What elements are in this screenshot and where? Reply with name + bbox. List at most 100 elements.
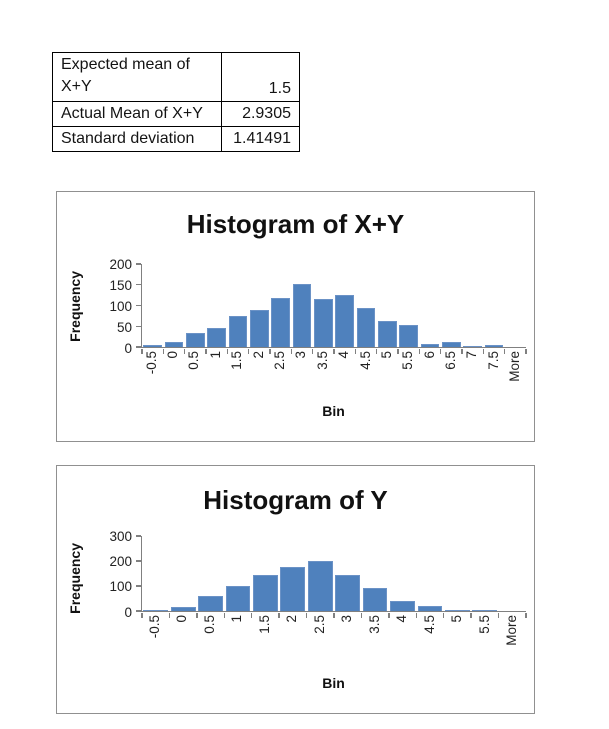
bar-slot	[505, 264, 526, 347]
bar-slot	[227, 264, 248, 347]
bar-slot	[483, 264, 504, 347]
x-axis-tick	[397, 348, 399, 354]
y-tick-label: 100	[109, 579, 132, 595]
x-axis-tick	[354, 348, 357, 354]
histogram-bar[interactable]	[472, 610, 498, 611]
bar-slot	[361, 536, 388, 611]
y-axis-tick	[135, 560, 141, 562]
x-axis-tick	[497, 612, 500, 618]
histogram-bar[interactable]	[143, 610, 169, 611]
bar-slot	[471, 536, 498, 611]
x-axis-labels: -0.5 0 0.5 1 1.5 2 2.5 3 3.5 4 4.5 5 5.5 More	[141, 615, 526, 667]
bar-slot	[185, 264, 206, 347]
x-tick-label: 3.5	[366, 615, 382, 634]
x-tick-label: 2	[284, 615, 300, 623]
x-axis-tick	[333, 612, 335, 618]
bar-slot	[355, 264, 376, 347]
x-axis-tick	[305, 612, 308, 618]
x-axis-tick	[269, 348, 271, 354]
stat-label-cell[interactable]: Actual Mean of X+Y	[52, 101, 222, 127]
bar-slot	[163, 264, 184, 347]
histogram-bar[interactable]	[390, 601, 415, 611]
y-axis-labels: 0 100 200 300	[57, 529, 132, 620]
histogram-bar[interactable]	[252, 575, 278, 611]
histogram-bar[interactable]	[280, 566, 306, 611]
bar-slot	[444, 536, 471, 611]
stat-label-cell[interactable]: Expected mean of X+Y	[52, 52, 222, 102]
x-tick-label: 1	[207, 351, 223, 359]
x-axis-tick	[461, 348, 463, 354]
histogram-bar[interactable]	[335, 294, 354, 347]
histogram-bar[interactable]	[356, 308, 376, 347]
x-tick-label: 7.5	[485, 351, 501, 370]
histogram-bar[interactable]	[185, 333, 205, 347]
x-tick-label: 6.5	[443, 351, 459, 370]
x-tick-label: 2.5	[311, 615, 327, 634]
histogram-bar[interactable]	[292, 283, 312, 347]
bar-slot	[224, 536, 251, 611]
chart-title: Histogram of Y	[203, 485, 388, 515]
stat-value-cell[interactable]: 1.41491	[221, 126, 300, 152]
bar-slot	[334, 264, 355, 347]
x-tick-label: -0.5	[146, 615, 162, 639]
x-tick-label: 0	[165, 351, 180, 359]
x-axis-tick	[196, 612, 198, 618]
x-axis-tick	[439, 348, 442, 354]
x-tick-label: 5.5	[476, 615, 492, 634]
x-tick-label: 3	[339, 615, 355, 623]
bar-slot	[291, 264, 312, 347]
histogram-bar[interactable]	[444, 609, 470, 611]
histogram-bar[interactable]	[170, 607, 196, 611]
stat-label-cell[interactable]: Standard deviation	[52, 126, 222, 152]
y-axis-tick	[135, 325, 141, 327]
histogram-bar[interactable]	[143, 344, 163, 347]
bar-slot	[169, 536, 196, 611]
y-tick-label: 200	[109, 553, 132, 569]
plot-area	[135, 535, 527, 618]
histogram-bar[interactable]	[463, 345, 482, 347]
histogram-bar[interactable]	[307, 560, 333, 611]
x-axis-tick	[278, 612, 280, 618]
x-tick-label: 4	[336, 351, 352, 359]
histogram-bar[interactable]	[441, 342, 461, 347]
histogram-bar[interactable]	[484, 345, 504, 347]
histogram-bar[interactable]	[417, 606, 443, 611]
stats-table: Expected mean of X+Y 1.5 Actual Mean of …	[52, 52, 300, 152]
histogram-bar[interactable]	[362, 588, 388, 611]
x-axis-tick	[290, 348, 293, 354]
y-axis-tick	[135, 284, 141, 286]
bar-slot	[307, 536, 334, 611]
x-axis-title: Bin	[322, 675, 345, 691]
y-tick-label: 0	[124, 340, 132, 356]
histogram-bar[interactable]	[271, 298, 290, 347]
x-axis-labels: -0.5 0 0.5 1 1.5 2 2.5 3 3.5 4 4.5 5 5.5 6 6.5 7 7.5 More	[141, 351, 526, 403]
histogram-bar[interactable]	[249, 310, 269, 347]
stat-value-cell[interactable]: 2.9305	[221, 101, 300, 127]
histogram-bar[interactable]	[313, 299, 333, 347]
x-tick-label: 6	[421, 351, 437, 359]
bar-slot	[249, 264, 270, 347]
bar-slot	[142, 536, 169, 611]
x-axis-tick	[205, 348, 207, 354]
histogram-y-chart[interactable]: Histogram of Y Frequency 0 100 200 300 -0.5…	[56, 465, 535, 714]
histogram-bar[interactable]	[207, 327, 226, 347]
histogram-bar[interactable]	[399, 324, 418, 347]
y-axis-labels: 0 50 100 150 200	[57, 257, 132, 356]
x-tick-label: 4.5	[421, 615, 437, 634]
x-axis-tick	[503, 348, 506, 354]
x-axis-tick	[223, 612, 225, 618]
x-axis-tick	[251, 612, 253, 618]
bar-slot	[313, 264, 334, 347]
plot-area	[135, 263, 527, 354]
histogram-bar[interactable]	[377, 320, 397, 347]
stat-value-cell[interactable]: 1.5	[221, 52, 300, 102]
histogram-bar[interactable]	[164, 342, 184, 347]
histogram-bar[interactable]	[225, 585, 251, 611]
x-axis-tick	[360, 612, 363, 618]
histogram-xy-chart[interactable]: Histogram of X+Y Frequency 0 50 100 150 200 …	[56, 191, 535, 442]
histogram-bar[interactable]	[335, 575, 361, 611]
x-axis-tick	[162, 348, 165, 354]
histogram-bar[interactable]	[198, 596, 223, 611]
histogram-bar[interactable]	[228, 315, 248, 347]
histogram-bar[interactable]	[420, 343, 440, 347]
